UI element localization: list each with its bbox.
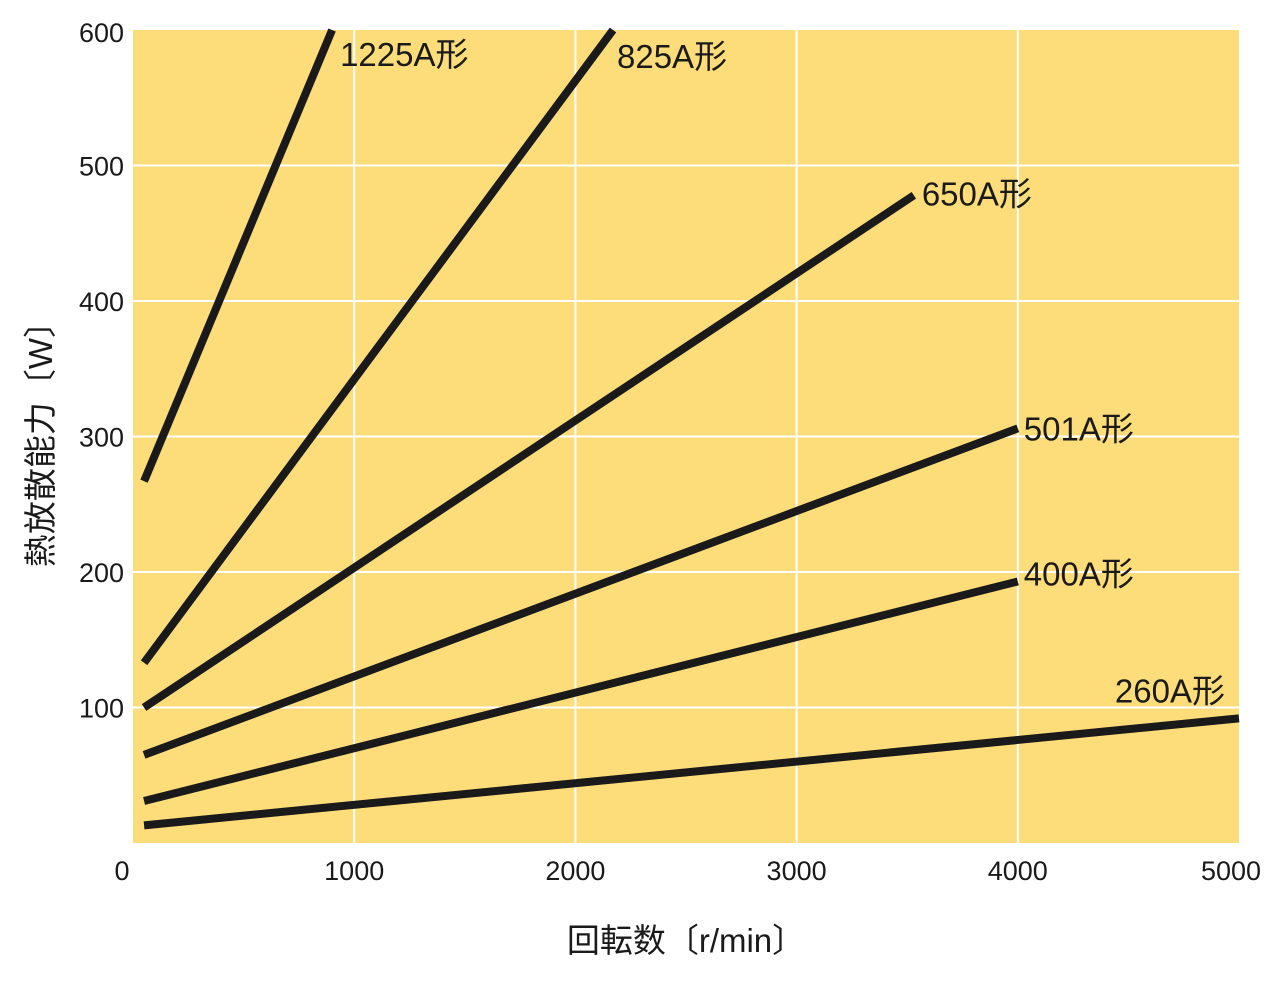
y-axis-title: 熱放散能力〔W〕 [22, 305, 59, 567]
series-label: 501A形 [1024, 410, 1134, 447]
x-tick-label: 5000 [1201, 856, 1261, 886]
y-tick-label: 600 [79, 18, 124, 48]
x-tick-label: 3000 [767, 856, 827, 886]
series-line-650A形 [141, 191, 917, 711]
series-label: 825A形 [617, 38, 727, 75]
x-tick-label: 0 [114, 856, 129, 886]
x-tick-label: 2000 [545, 856, 605, 886]
series-line-1225A形 [140, 28, 336, 483]
y-tick-label: 100 [79, 694, 124, 724]
series-line-400A形 [143, 577, 1019, 805]
series-label: 1225A形 [340, 36, 468, 73]
series-lines [140, 27, 1240, 830]
x-tick-label: 4000 [988, 856, 1048, 886]
x-tick-label: 1000 [324, 856, 384, 886]
tick-labels: 0 1000 2000 3000 4000 5000 100 200 300 400 500 600 [79, 18, 1261, 886]
series-label: 400A形 [1024, 555, 1134, 592]
y-tick-label: 200 [79, 558, 124, 588]
series-label: 650A形 [922, 175, 1032, 212]
y-tick-label: 500 [79, 152, 124, 182]
y-tick-label: 400 [79, 287, 124, 317]
grid-lines [133, 30, 1239, 843]
series-line-501A形 [142, 424, 1020, 759]
series-labels: 1225A形 825A形 650A形 501A形 400A形 260A形 [340, 36, 1225, 709]
series-line-260A形 [143, 714, 1240, 830]
series-line-825A形 [140, 27, 617, 666]
y-tick-label: 300 [79, 423, 124, 453]
x-axis-title: 回転数〔r/min〕 [567, 922, 805, 959]
series-label: 260A形 [1115, 672, 1225, 709]
